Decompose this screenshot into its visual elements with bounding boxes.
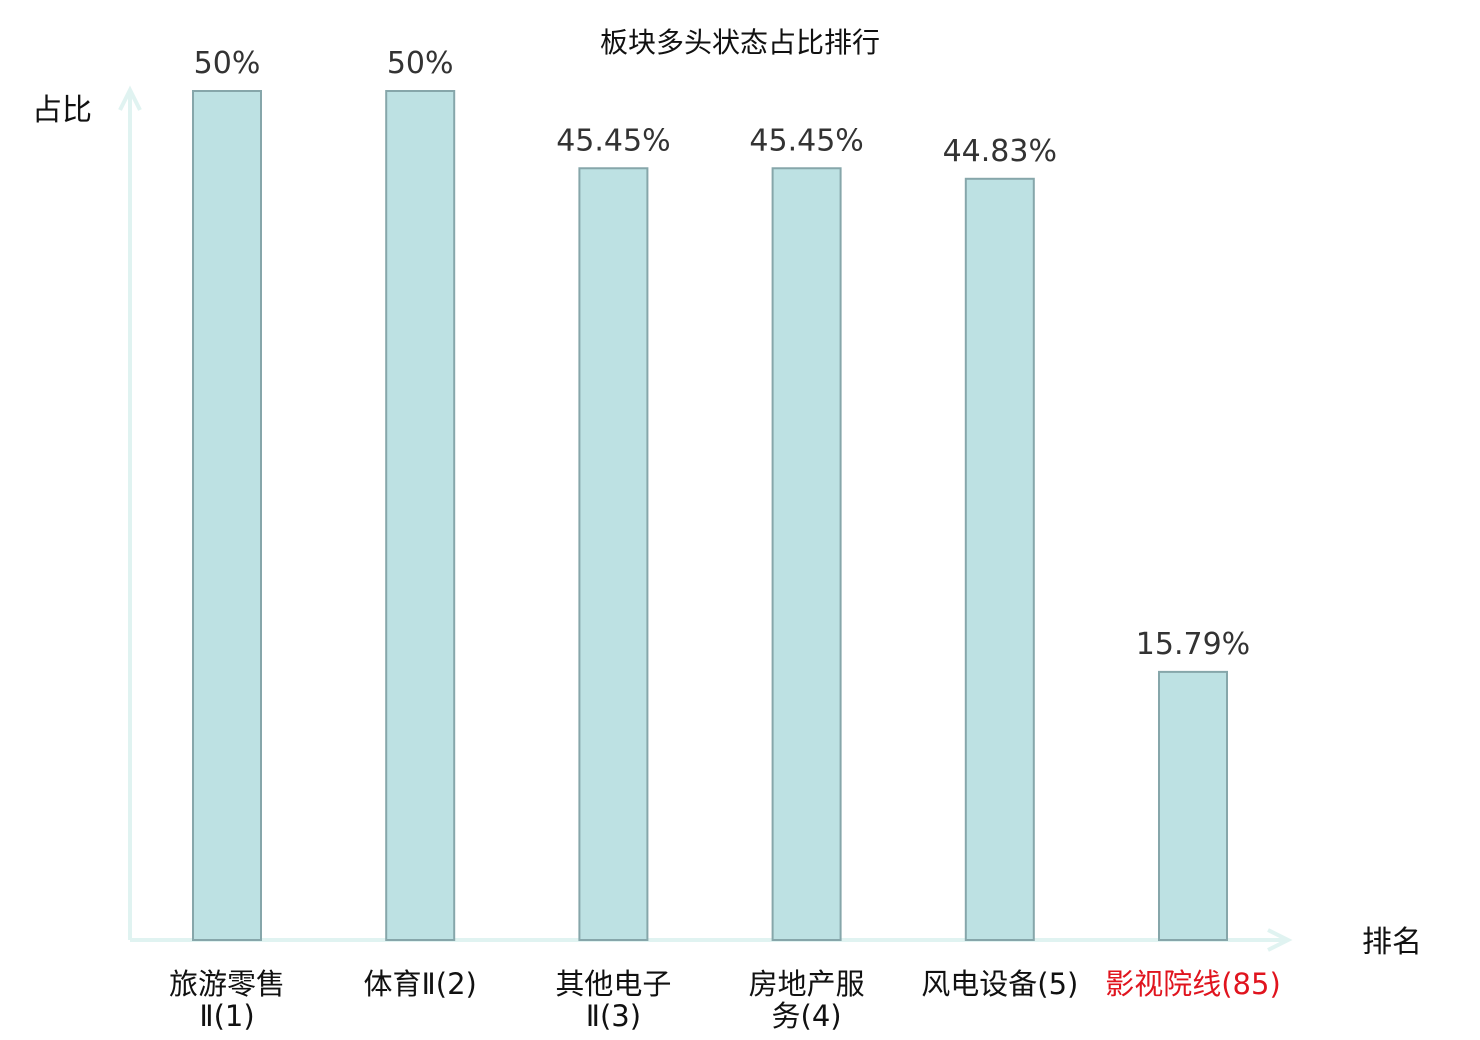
value-label: 50%	[387, 46, 454, 81]
y-axis-arrow	[118, 85, 142, 111]
value-labels: 50% 50% 45.45% 45.45% 44.83% 15.79%	[194, 46, 1251, 662]
bars	[192, 90, 1228, 942]
value-label: 45.45%	[556, 123, 670, 158]
category-label: 务(4)	[772, 999, 842, 1033]
bar	[192, 90, 262, 941]
axes	[118, 85, 1293, 952]
bar	[578, 167, 649, 942]
category-label: Ⅱ(3)	[586, 999, 641, 1033]
category-label: 其他电子	[555, 967, 671, 1001]
value-label: 44.83%	[943, 134, 1057, 169]
category-label: 体育Ⅱ(2)	[364, 967, 477, 1001]
bar	[1158, 670, 1228, 941]
value-label: 15.79%	[1136, 627, 1250, 662]
category-label: 风电设备(5)	[921, 967, 1078, 1001]
value-label: 50%	[194, 46, 261, 81]
y-axis-label: 占比	[32, 93, 92, 128]
bar	[385, 90, 456, 941]
category-label: 旅游零售	[169, 967, 285, 1001]
category-label: Ⅱ(1)	[199, 999, 254, 1033]
x-axis-label: 排名	[1362, 925, 1422, 960]
bar	[771, 167, 842, 942]
category-label: 影视院线(85)	[1105, 967, 1281, 1001]
chart-title: 板块多头状态占比排行	[600, 26, 880, 59]
x-axis-arrow	[1267, 928, 1293, 952]
bar	[964, 177, 1035, 941]
value-label: 45.45%	[749, 123, 863, 158]
category-label: 房地产服	[749, 967, 865, 1001]
